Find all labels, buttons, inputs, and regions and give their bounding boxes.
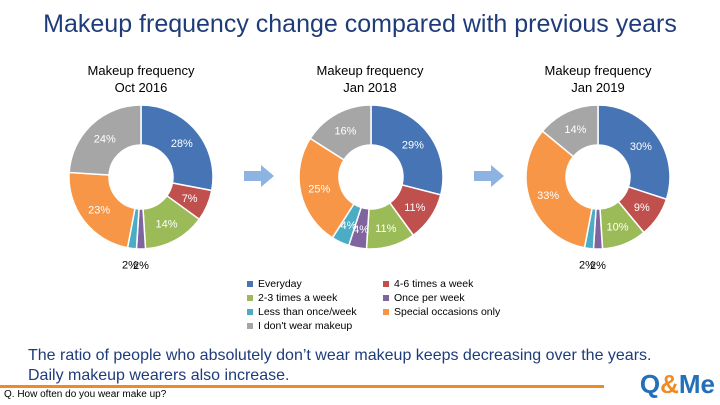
legend-swatch <box>383 281 389 287</box>
slice-no-makeup <box>309 104 372 161</box>
slice-special-occasions <box>525 130 593 249</box>
slice-no-makeup <box>541 104 599 158</box>
data-label-once-per-week: 2% <box>133 260 149 272</box>
data-label-4-6-times: 7% <box>182 193 198 205</box>
survey-question: Q. How often do you wear make up? <box>4 389 167 400</box>
data-label-no-makeup: 16% <box>334 126 356 138</box>
donut-chart-2018: 29% 11% 11% 4%4% 25% 16% <box>298 104 444 250</box>
data-label-special-occasions: 23% <box>88 204 110 216</box>
brand-logo: Q&Me <box>640 369 715 400</box>
right-arrow-icon <box>474 165 504 187</box>
slide-title: Makeup frequency change compared with pr… <box>43 10 677 38</box>
legend-item-4-6-times: 4-6 times a week <box>383 278 533 290</box>
slice-special-occasions <box>298 137 355 239</box>
donut-chart-2019: 30% 9% 10% 2%2% 33% 14% <box>525 104 671 272</box>
legend-swatch <box>247 281 253 287</box>
data-label-special-occasions: 33% <box>537 190 559 202</box>
data-label-2-3-times: 10% <box>606 221 628 233</box>
conclusion-line-1: The ratio of people who absolutely don’t… <box>28 347 652 364</box>
legend-label: Special occasions only <box>394 306 501 318</box>
legend-item-less-than-once: Less than once/week <box>247 306 383 318</box>
slice-no-makeup <box>68 104 142 176</box>
chart-title-2016: Makeup frequency Oct 2016 <box>56 62 226 96</box>
conclusion-text: The ratio of people who absolutely don’t… <box>28 346 708 386</box>
data-label-once-per-week: 4% <box>353 224 369 236</box>
logo-part: & <box>660 369 679 399</box>
legend-item-2-3-times: 2-3 times a week <box>247 292 383 304</box>
slice-everyday <box>140 104 214 192</box>
chart-title-line1: Makeup frequency <box>87 63 195 78</box>
slice-special-occasions <box>68 171 136 249</box>
logo-part: Q <box>639 369 661 399</box>
data-label-2-3-times: 11% <box>375 223 396 235</box>
data-label-once-per-week: 2% <box>590 260 606 272</box>
data-label-no-makeup: 14% <box>564 124 586 136</box>
logo-part: Me <box>678 369 715 399</box>
data-label-no-makeup: 24% <box>94 133 116 145</box>
data-label-special-occasions: 25% <box>308 184 330 196</box>
footer-bar <box>0 385 604 388</box>
chart-title-2018: Makeup frequency Jan 2018 <box>285 62 455 96</box>
legend-item-everyday: Everyday <box>247 278 383 290</box>
data-label-less-than-once: 2% <box>122 259 138 271</box>
chart-title-line2: Oct 2016 <box>114 80 168 95</box>
legend-label: Once per week <box>394 292 465 304</box>
legend-item-special-occasions: Special occasions only <box>383 306 533 318</box>
data-label-4-6-times: 11% <box>404 202 425 214</box>
chart-title-2019: Makeup frequency Jan 2019 <box>513 62 683 96</box>
chart-title-line2: Jan 2018 <box>343 80 397 95</box>
legend-swatch <box>247 295 253 301</box>
legend-label: 4-6 times a week <box>394 278 474 290</box>
chart-title-line1: Makeup frequency <box>544 63 652 78</box>
chart-title-line2: Jan 2019 <box>571 80 625 95</box>
data-label-2-3-times: 14% <box>156 218 178 230</box>
legend-label: I don't wear makeup <box>258 320 353 332</box>
data-label-less-than-once: 2% <box>579 259 595 271</box>
legend-swatch <box>247 309 253 315</box>
right-arrow-icon <box>244 165 274 187</box>
data-label-everyday: 29% <box>402 140 424 152</box>
legend-item-no-makeup: I don't wear makeup <box>247 320 383 332</box>
conclusion-line-2: Daily makeup wearers also increase. <box>28 367 290 384</box>
legend-swatch <box>383 295 389 301</box>
slice-everyday <box>597 104 671 201</box>
data-label-everyday: 30% <box>630 141 652 153</box>
data-label-4-6-times: 9% <box>634 202 650 214</box>
data-label-everyday: 28% <box>171 138 193 150</box>
chart-legend: Everyday 4-6 times a week 2-3 times a we… <box>247 278 537 332</box>
donut-chart-2016: 28% 7% 14% 2%2% 23% 24% <box>68 104 214 272</box>
chart-title-line1: Makeup frequency <box>316 63 424 78</box>
slice-everyday <box>370 104 444 196</box>
legend-item-once-per-week: Once per week <box>383 292 533 304</box>
legend-swatch <box>247 323 253 329</box>
legend-label: Everyday <box>258 278 302 290</box>
legend-swatch <box>383 309 389 315</box>
legend-label: 2-3 times a week <box>258 292 338 304</box>
data-label-less-than-once: 4% <box>340 220 356 232</box>
legend-label: Less than once/week <box>258 306 357 318</box>
